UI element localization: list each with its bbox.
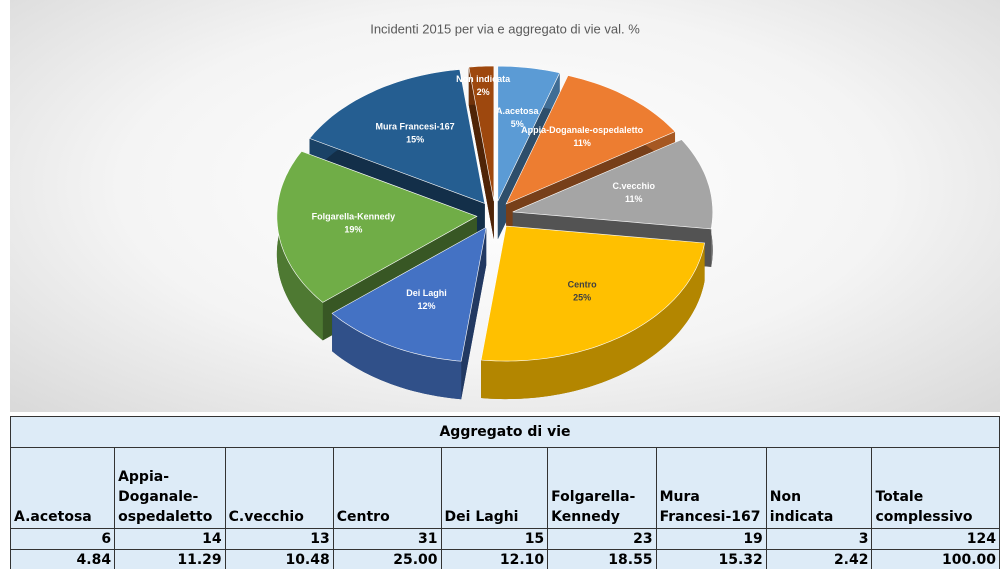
table-cell: 11.29 xyxy=(114,549,226,569)
slice-label: Mura Francesi-167 xyxy=(376,122,455,132)
column-header: Dei Laghi xyxy=(440,447,549,529)
column-header: A.acetosa xyxy=(10,447,116,529)
table-cell: 13 xyxy=(224,528,334,550)
slice-side xyxy=(468,67,494,240)
slice-label: Dei Laghi xyxy=(406,288,447,298)
table-cell: 100.00 xyxy=(871,549,1000,569)
table-title-row: Aggregato di vie xyxy=(10,416,1000,448)
data-table: Aggregato di vie A.acetosa Appia-Doganale-… xyxy=(10,416,1000,569)
column-header: Non indicata xyxy=(765,447,873,529)
slice-value-label: 2% xyxy=(477,87,490,97)
slice xyxy=(497,65,561,202)
slice-rim xyxy=(481,243,705,400)
slice xyxy=(308,69,486,204)
slice-value-label: 11% xyxy=(573,138,591,148)
table-cell: 15 xyxy=(440,528,549,550)
slice-label: C.vecchio xyxy=(613,181,656,191)
table-area: Aggregato di vie A.acetosa Appia-Doganale-… xyxy=(10,416,1000,569)
table-cell: 15.32 xyxy=(655,549,767,569)
table-cell: 3 xyxy=(765,528,873,550)
chart-title: Incidenti 2015 per via e aggregato di vi… xyxy=(370,21,640,36)
column-header: Folgarella-Kennedy xyxy=(547,447,657,529)
table-cell: 4.84 xyxy=(10,549,116,569)
slice-value-label: 11% xyxy=(625,194,643,204)
slice xyxy=(505,75,676,205)
slice xyxy=(331,226,487,362)
column-header: Totale complessivo xyxy=(871,447,1000,529)
table-cell: 6 xyxy=(10,528,116,550)
slice xyxy=(468,65,495,202)
slice-label: A.acetosa xyxy=(496,106,540,116)
table-cell: 31 xyxy=(332,528,442,550)
table-cell: 25.00 xyxy=(332,549,442,569)
slice-rim xyxy=(332,313,462,400)
slice xyxy=(512,139,714,230)
column-header: Mura Francesi-167 xyxy=(655,447,767,529)
header-row: A.acetosa Appia-Doganale-ospedaletto C.vec… xyxy=(10,447,1000,529)
chart-area: Incidenti 2015 per via e aggregato di vi… xyxy=(10,0,1000,412)
slice-label: Non indicata xyxy=(456,74,511,84)
slice-value-label: 19% xyxy=(344,225,362,235)
slice-label: Folgarella-Kennedy xyxy=(312,212,396,222)
table-cell: 10.48 xyxy=(224,549,334,569)
slice xyxy=(276,150,478,303)
slice-value-label: 25% xyxy=(573,293,591,303)
table-cell: 14 xyxy=(114,528,226,550)
table-cell: 19 xyxy=(655,528,767,550)
table-cell: 2.42 xyxy=(765,549,873,569)
chart: Incidenti 2015 per via e aggregato di vi… xyxy=(276,21,714,400)
data-row: 4.84 11.29 10.48 25.00 12.10 18.55 15.32 2.42 10… xyxy=(10,549,1000,569)
table-cell: 18.55 xyxy=(547,549,657,569)
table-title: Aggregato di vie xyxy=(10,416,1000,448)
column-header: Appia-Doganale-ospedaletto xyxy=(114,447,226,529)
slice-value-label: 15% xyxy=(406,135,424,145)
slice-label: Centro xyxy=(568,280,598,290)
table-cell: 124 xyxy=(871,528,1000,550)
data-row: 6 14 13 31 15 23 19 3 124 xyxy=(10,528,1000,550)
table-cell: 12.10 xyxy=(440,549,549,569)
column-header: C.vecchio xyxy=(224,447,334,529)
slice-label: Appia-Doganale-ospedaletto xyxy=(521,125,644,135)
table-cell: 23 xyxy=(547,528,657,550)
slice-side xyxy=(461,227,487,400)
slice xyxy=(480,225,705,362)
column-header: Centro xyxy=(332,447,442,529)
slice-value-label: 12% xyxy=(417,301,435,311)
slice-value-label: 5% xyxy=(511,119,524,129)
